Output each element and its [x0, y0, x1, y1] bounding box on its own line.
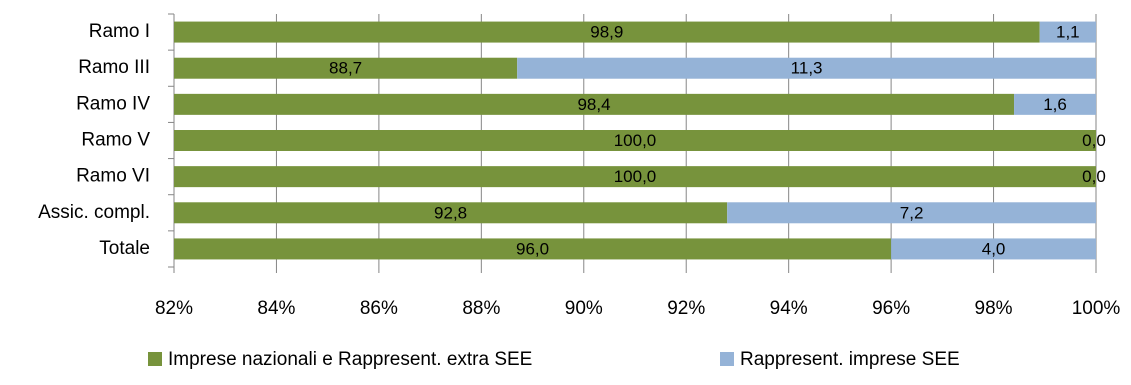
data-label: 0,0	[1082, 167, 1106, 186]
legend-label: Rappresent. imprese SEE	[740, 349, 960, 370]
x-tick-label: 92%	[667, 298, 705, 319]
category-label: Ramo I	[89, 21, 150, 42]
legend-label: Imprese nazionali e Rappresent. extra SE…	[168, 349, 532, 370]
bar-segment	[174, 130, 1096, 151]
x-tick-label: 96%	[872, 298, 910, 319]
bar-segment	[1039, 21, 1096, 43]
data-label: 92,8	[434, 203, 467, 222]
bar-segment	[174, 21, 1040, 43]
data-label: 98,4	[577, 95, 610, 114]
data-label: 100,0	[614, 131, 657, 150]
bar-segment	[517, 57, 1096, 79]
x-tick-label: 90%	[565, 298, 603, 319]
category-label: Ramo VI	[76, 166, 150, 187]
category-label: Assic. compl.	[38, 202, 150, 223]
legend-swatch	[720, 352, 734, 366]
data-label: 0,0	[1082, 131, 1106, 150]
category-label: Ramo III	[78, 57, 150, 78]
data-label: 100,0	[614, 167, 657, 186]
x-tick-label: 88%	[462, 298, 500, 319]
category-label: Ramo V	[81, 130, 150, 151]
data-label: 4,0	[982, 239, 1006, 258]
x-tick-label: 94%	[770, 298, 808, 319]
bar-segment	[174, 166, 1096, 188]
bar-segment	[727, 202, 1096, 224]
bar-segment	[891, 238, 1096, 260]
data-label: 98,9	[590, 23, 623, 42]
data-label: 11,3	[791, 59, 823, 78]
bar-segment	[174, 238, 892, 260]
data-label: 7,2	[900, 203, 924, 222]
x-tick-label: 100%	[1072, 298, 1121, 319]
x-tick-label: 86%	[360, 298, 398, 319]
bar-segment	[174, 202, 728, 224]
legend-swatch	[148, 352, 162, 366]
data-label: 1,1	[1056, 23, 1080, 42]
data-label: 96,0	[516, 239, 549, 258]
bar-segment	[174, 93, 1015, 115]
category-label: Totale	[99, 238, 150, 259]
category-label: Ramo IV	[76, 93, 150, 114]
data-label: 1,6	[1043, 95, 1067, 114]
bar-segment	[1014, 93, 1096, 115]
data-label: 88,7	[329, 59, 362, 78]
x-tick-label: 82%	[155, 298, 193, 319]
bar-segment	[174, 57, 518, 79]
x-tick-label: 84%	[257, 298, 295, 319]
x-tick-label: 98%	[975, 298, 1013, 319]
